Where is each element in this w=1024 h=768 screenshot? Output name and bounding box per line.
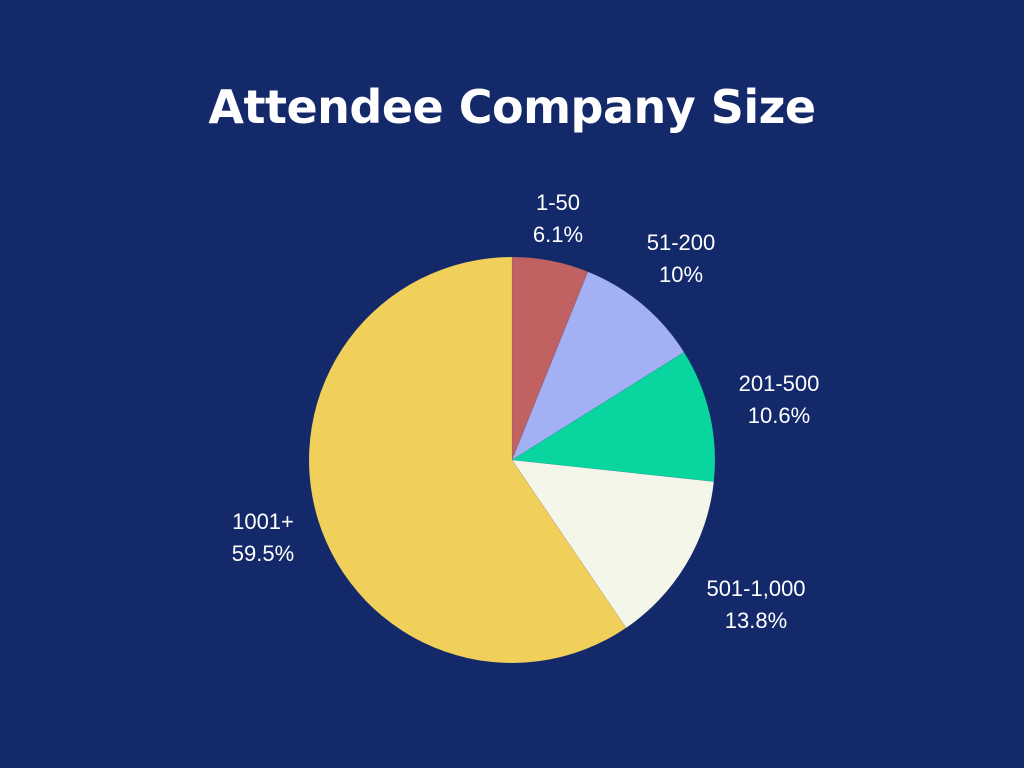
slice-label-5: 1001+ (232, 509, 294, 534)
pie-slice-2 (511, 271, 685, 461)
slice-label-1: 1-50 (536, 190, 580, 215)
pie-slice-4 (511, 459, 715, 629)
pie-slice-3 (511, 351, 716, 482)
pie-slice-5 (308, 256, 627, 664)
slice-label-2: 51-200 (647, 230, 716, 255)
slice-value-5: 59.5% (232, 541, 294, 566)
slice-label-3: 201-500 (739, 371, 820, 396)
slice-value-3: 10.6% (748, 403, 810, 428)
chart-title: Attendee Company Size (208, 80, 816, 134)
slice-value-2: 10% (659, 262, 703, 287)
slice-value-4: 13.8% (725, 608, 787, 633)
slice-value-1: 6.1% (533, 222, 583, 247)
pie-slice-1 (511, 256, 589, 461)
slice-label-4: 501-1,000 (706, 576, 805, 601)
